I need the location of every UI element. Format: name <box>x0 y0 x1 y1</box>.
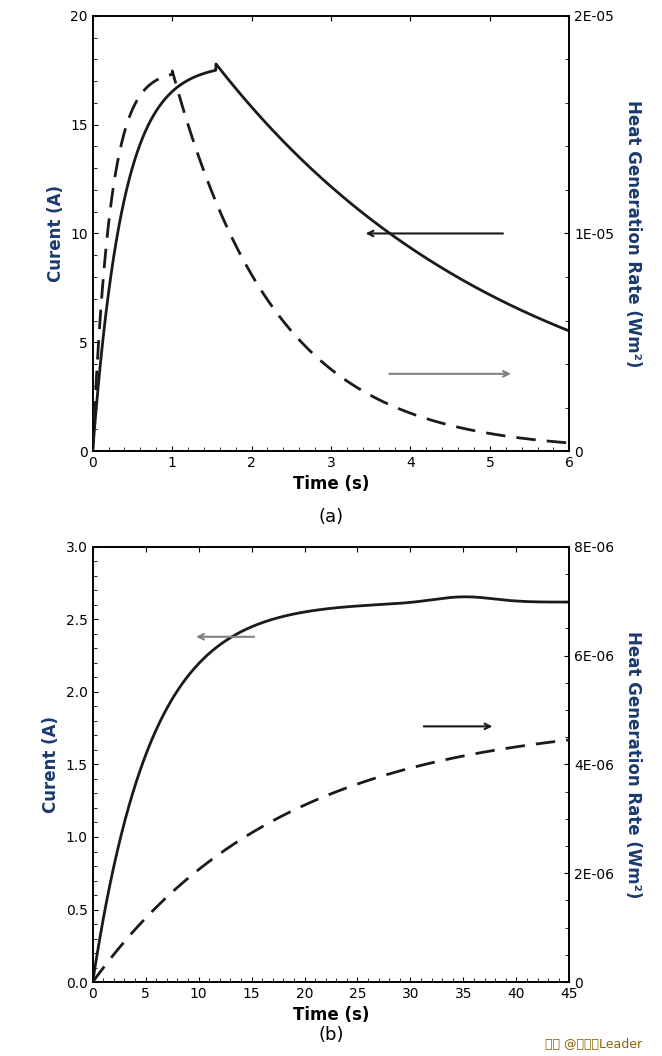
Text: (b): (b) <box>318 1025 344 1043</box>
Y-axis label: Curent (A): Curent (A) <box>42 716 60 813</box>
X-axis label: Time (s): Time (s) <box>293 475 369 493</box>
Text: (a): (a) <box>318 508 344 526</box>
Y-axis label: Heat Generation Rate (Wm²): Heat Generation Rate (Wm²) <box>624 630 642 899</box>
X-axis label: Time (s): Time (s) <box>293 1006 369 1024</box>
Text: 头条 @新能源Leader: 头条 @新能源Leader <box>545 1038 642 1051</box>
Y-axis label: Curent (A): Curent (A) <box>46 185 65 282</box>
Y-axis label: Heat Generation Rate (Wm²): Heat Generation Rate (Wm²) <box>624 99 642 367</box>
